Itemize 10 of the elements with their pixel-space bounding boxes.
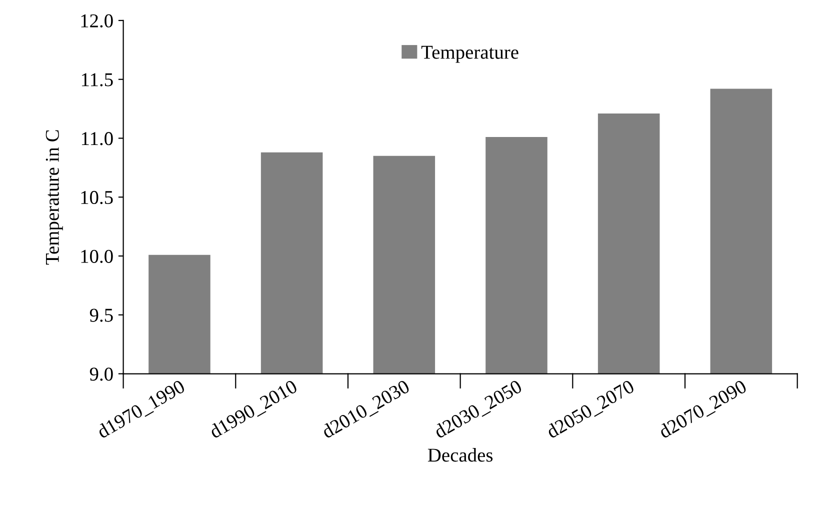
y-tick-label: 11.5 (82, 73, 113, 86)
y-tick-label: 11.0 (82, 132, 113, 146)
x-axis-title: Decades (428, 448, 493, 462)
legend-label: Temperature (421, 46, 518, 63)
y-tick-label: 12.0 (81, 14, 113, 28)
y-tick-label: 9.0 (90, 368, 113, 381)
y-axis-title: Temperature in C (46, 130, 63, 265)
y-tick-label: 10.5 (81, 190, 113, 204)
y-tick-label: 10.0 (81, 250, 113, 264)
y-tick-label: 9.5 (90, 308, 113, 322)
